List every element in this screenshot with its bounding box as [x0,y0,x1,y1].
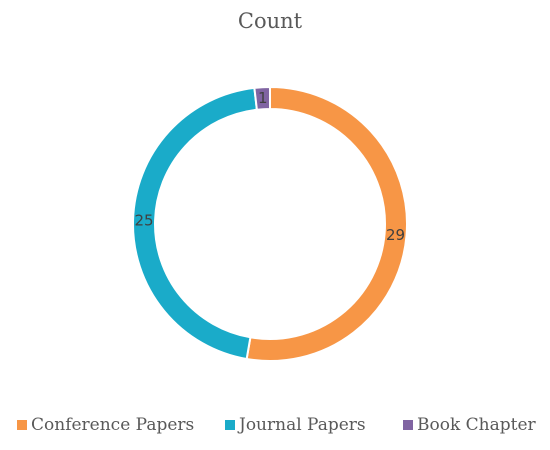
data-label-conference-papers: 29 [386,226,405,244]
slice-book-chapter [253,85,271,111]
legend-item-book-chapter: Book Chapter [403,415,537,435]
slice-conference-papers [245,85,408,362]
legend-swatch-journal-papers [225,420,235,430]
chart-title: Count [238,9,303,33]
legend-swatch-conference-papers [17,420,27,430]
legend: Conference Papers Journal Papers Book Chap… [17,415,537,435]
legend-label-book-chapter: Book Chapter [417,415,537,435]
legend-label-journal-papers: Journal Papers [237,415,366,435]
legend-item-conference-papers: Conference Papers [17,415,194,435]
data-label-journal-papers: 25 [135,211,154,229]
legend-item-journal-papers: Journal Papers [225,415,366,435]
data-label-book-chapter: 1 [258,89,268,107]
donut-slices [132,85,408,362]
legend-label-conference-papers: Conference Papers [31,415,194,435]
legend-swatch-book-chapter [403,420,413,430]
data-labels: 29 25 1 [135,89,406,244]
